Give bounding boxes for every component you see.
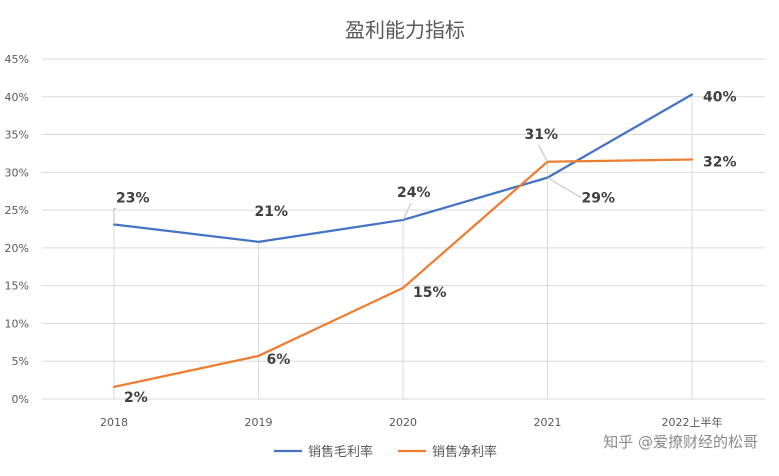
y-tick-label: 30% [5, 166, 29, 179]
watermark: 知乎 @爱撩财经的松哥 [603, 433, 758, 451]
data-label: 23% [116, 190, 150, 206]
x-tick-label: 2022上半年 [662, 415, 723, 429]
label-leader [547, 177, 582, 198]
y-tick-label: 45% [5, 53, 29, 66]
y-tick-label: 25% [5, 204, 29, 217]
data-label: 24% [397, 185, 431, 201]
y-tick-label: 20% [5, 242, 29, 255]
data-label: 2% [124, 390, 148, 406]
drop-lines [113, 94, 693, 399]
series-line-2 [112, 158, 694, 389]
legend: 销售毛利率 销售净利率 [274, 444, 497, 460]
chart-title: 盈利能力指标 [345, 18, 465, 42]
data-label: 21% [255, 204, 289, 220]
y-tick-label: 35% [5, 129, 29, 142]
legend-item-1: 销售毛利率 [274, 444, 373, 460]
legend-item-2: 销售净利率 [398, 444, 497, 460]
y-axis: 0% 5% 10% 15% 20% 25% 30% 35% 40% 45% [5, 53, 29, 406]
y-tick-label: 15% [5, 280, 29, 293]
data-label: 31% [525, 127, 559, 143]
label-leader [402, 202, 412, 221]
legend-label: 销售毛利率 [308, 444, 373, 460]
y-tick-label: 40% [5, 91, 29, 104]
data-label: 15% [413, 285, 447, 301]
label-leader [538, 144, 548, 162]
data-label: 40% [703, 90, 737, 106]
data-label: 32% [703, 154, 737, 170]
label-leader [113, 207, 116, 225]
y-tick-label: 0% [12, 393, 29, 406]
x-tick-label: 2020 [389, 416, 417, 429]
y-tick-label: 10% [5, 317, 29, 330]
data-label: 29% [582, 191, 616, 207]
x-tick-label: 2018 [100, 416, 128, 429]
legend-label: 销售净利率 [432, 444, 497, 460]
x-tick-label: 2021 [534, 416, 562, 429]
x-axis: 2018 2019 2020 2021 2022上半年 [42, 398, 765, 429]
data-label: 6% [267, 352, 291, 368]
data-labels: 23% 21% 24% 29% 40% 2% 6% 15% 31% 32% [113, 90, 737, 406]
y-tick-label: 5% [12, 355, 29, 368]
x-tick-label: 2019 [245, 416, 273, 429]
